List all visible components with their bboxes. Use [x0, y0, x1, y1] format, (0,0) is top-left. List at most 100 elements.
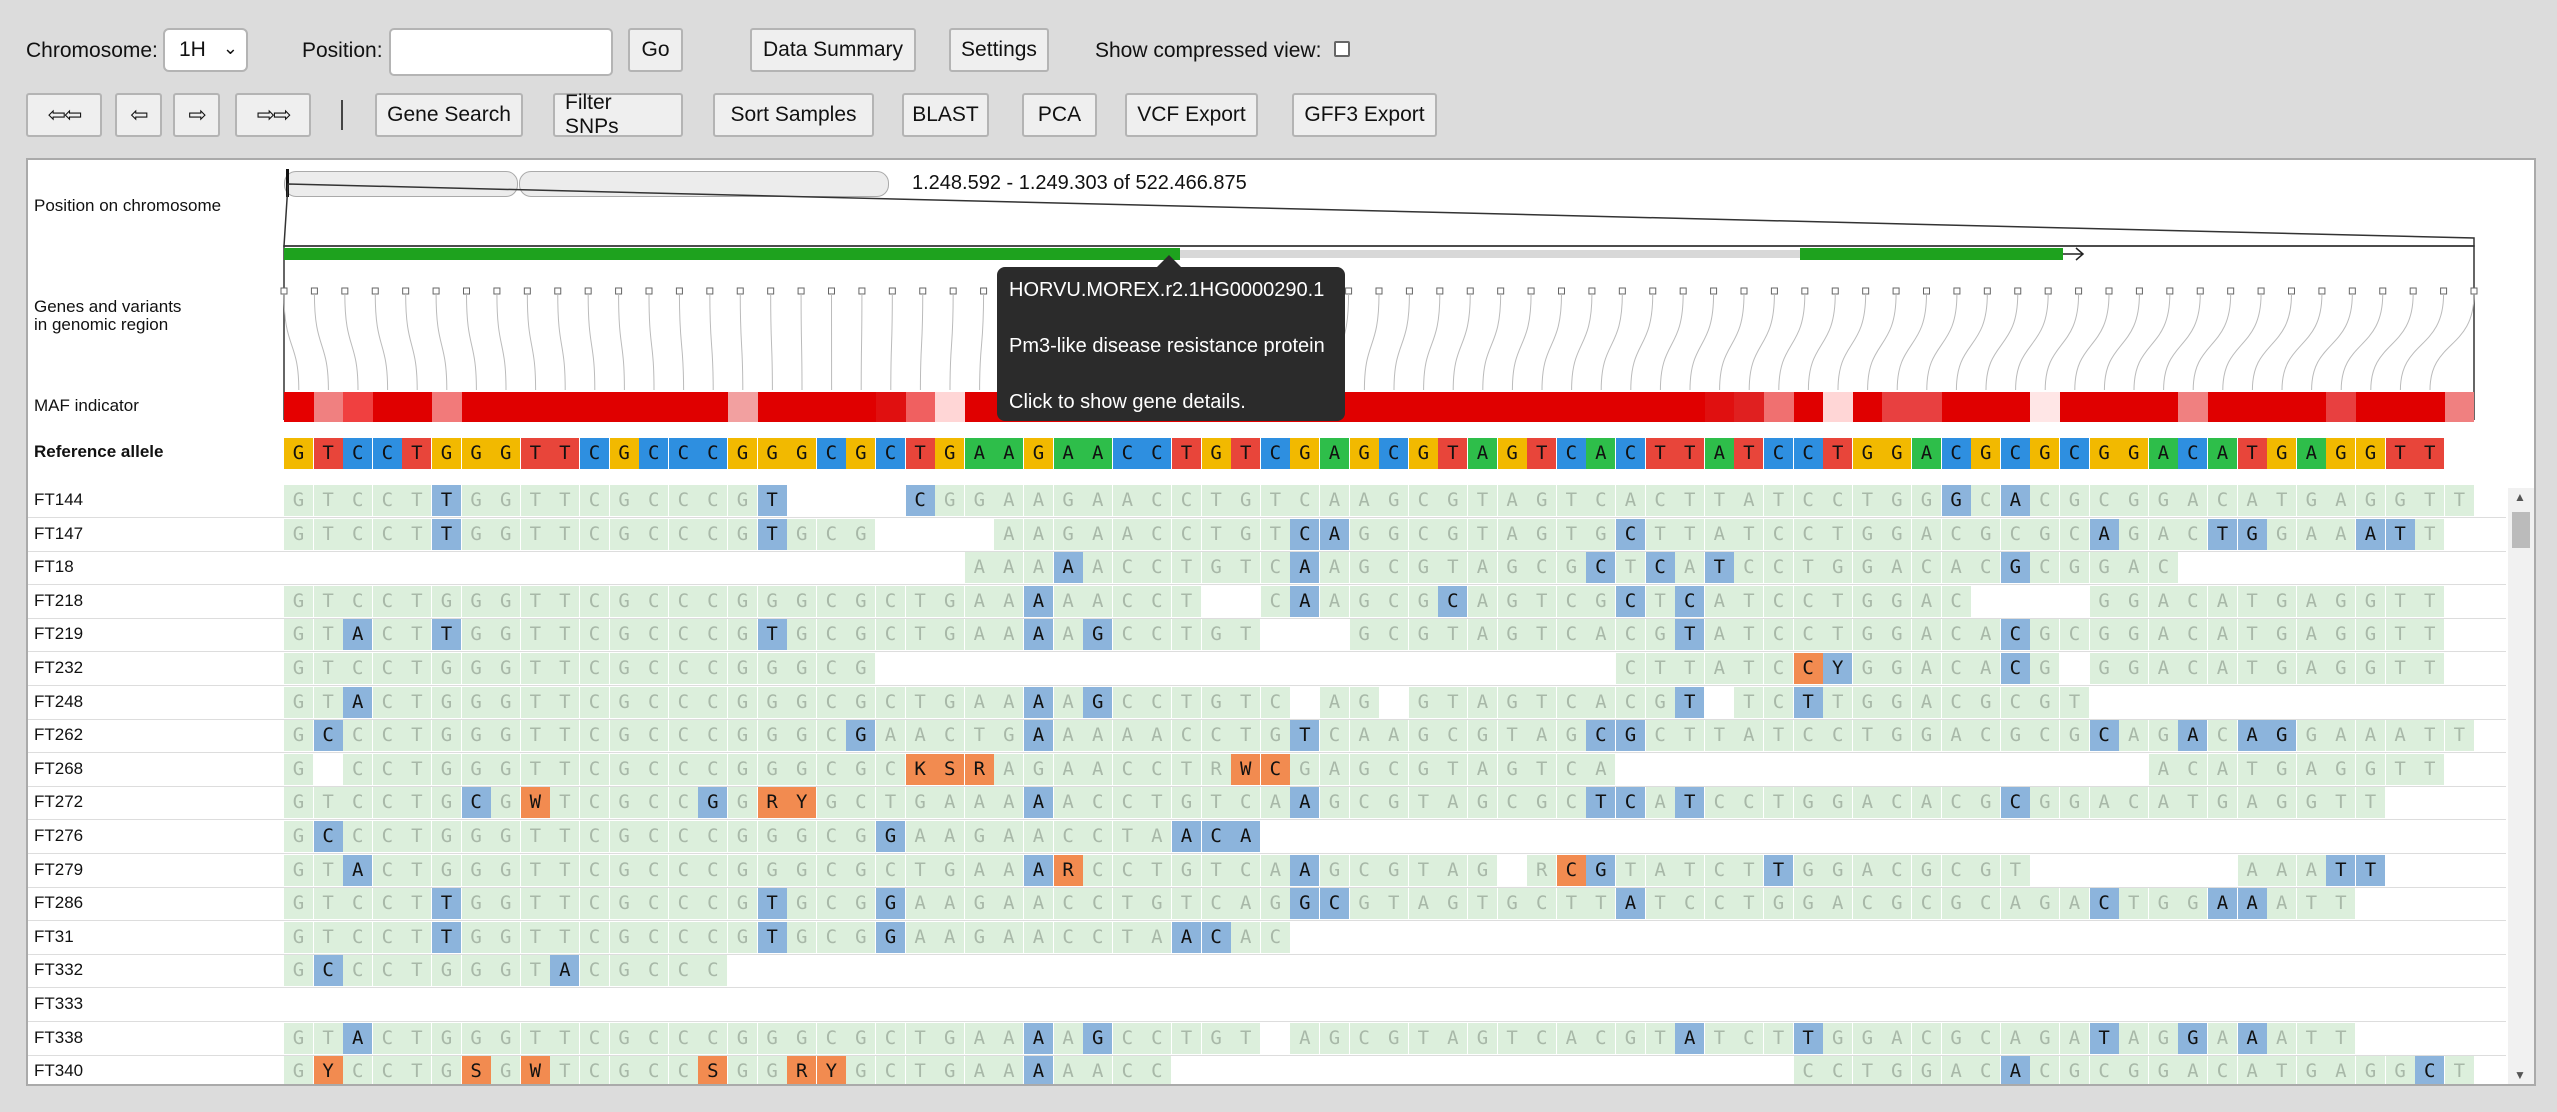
- sample-row[interactable]: FT340 G Y C C T G S G W T C G C C S G G R Y G C T G A A A A A C C C C T G G…: [28, 1055, 2506, 1084]
- sample-row[interactable]: FT219 G T A C T T G G T T C G C C C G T G C G C T G A A A A G C C T G T G C…: [28, 618, 2506, 653]
- variant-connector: [466, 293, 477, 391]
- chromosome-overview-bar-right[interactable]: [519, 171, 889, 197]
- sample-row[interactable]: FT338 G T A C T G G G T T C G C C C G G G C G C T G A A A A G C C T G T A G…: [28, 1022, 2506, 1056]
- nav-far-left-button[interactable]: ⇦⇦: [26, 93, 102, 137]
- sample-row[interactable]: FT333: [28, 988, 2506, 1022]
- reference-base: A: [2296, 438, 2326, 469]
- maf-cell: [728, 392, 758, 422]
- data-summary-button[interactable]: Data Summary: [750, 28, 916, 72]
- sample-base: C: [372, 1056, 402, 1084]
- sample-row[interactable]: FT144 G T C C T T G G T T C G C C C G T C G G A A G A A C C T G T C A A G C…: [28, 484, 2506, 518]
- compressed-view-checkbox[interactable]: [1334, 41, 1350, 57]
- blast-button[interactable]: BLAST: [902, 93, 989, 137]
- sample-base: T: [2296, 1022, 2326, 1054]
- sample-base: G: [846, 888, 876, 920]
- scrollbar-thumb[interactable]: [2512, 512, 2530, 548]
- sample-row[interactable]: FT272 G T C C T G C G W T C G C C G G R Y G C T G A A A A A C C T G T C A A…: [28, 786, 2506, 821]
- sample-row[interactable]: FT268 G C C T G G G T T C G C C C G G G C G C K S R A G A A C C T R W C G A…: [28, 753, 2506, 787]
- sample-base: T: [2385, 653, 2415, 684]
- vertical-scrollbar[interactable]: ▲ ▼: [2508, 488, 2534, 1084]
- sample-row[interactable]: FT279 G T A C T G G G T T C G C C C G G G C G C T G A A A R C C T G T C A A…: [28, 854, 2506, 888]
- position-input[interactable]: [389, 28, 613, 76]
- sample-row[interactable]: FT232 G T C C T G G G T T C G C C C G G G C G C T T A T C C Y G G A C A C G…: [28, 652, 2506, 686]
- gene-tooltip[interactable]: HORVU.MOREX.r2.1HG0000290.1 Pm3-like dis…: [997, 255, 1345, 421]
- sample-base: C: [1112, 585, 1142, 617]
- sample-base: C: [668, 518, 698, 550]
- nav-left-button[interactable]: ⇦: [115, 93, 162, 137]
- scroll-up-icon[interactable]: ▲: [2514, 490, 2526, 504]
- sample-base: G: [1349, 552, 1379, 584]
- sample-base: A: [2089, 787, 2119, 819]
- sample-base: T: [432, 888, 461, 920]
- settings-button[interactable]: Settings: [949, 28, 1049, 72]
- sample-base: A: [2237, 1022, 2267, 1054]
- sample-base: G: [609, 1022, 639, 1054]
- sample-base: C: [372, 753, 402, 785]
- vcf-export-button[interactable]: VCF Export: [1125, 93, 1258, 137]
- sample-base: G: [1556, 552, 1586, 584]
- sample-base: T: [313, 653, 343, 684]
- sample-row[interactable]: FT147 G T C C T T G G T T C G C C C G T G C G A A G A A C C T G T C A G G C…: [28, 518, 2506, 552]
- sample-base: C: [1823, 720, 1853, 752]
- maf-cell: [2060, 392, 2090, 422]
- sample-row[interactable]: FT286 G T C C T T G G T T C G C C C G T G C G G A A G A A C C T G T C A G G…: [28, 887, 2506, 922]
- gene-search-button[interactable]: Gene Search: [375, 93, 523, 137]
- sample-base: T: [313, 619, 343, 651]
- scroll-down-icon[interactable]: ▼: [2514, 1068, 2526, 1082]
- sample-base: G: [2148, 485, 2178, 516]
- variant-marker: [645, 287, 653, 295]
- sample-base: G: [491, 753, 521, 785]
- filter-snps-button[interactable]: Filter SNPs: [553, 91, 683, 138]
- sample-base: T: [1408, 1022, 1438, 1054]
- variant-connector: [557, 293, 566, 391]
- sample-row[interactable]: FT276 G C C C T G G G T T C G C C C G G G C G G A A G A A C C T A A C A: [28, 820, 2506, 854]
- maf-cell: [1556, 392, 1587, 422]
- nav-right-button[interactable]: ⇨: [173, 93, 220, 137]
- sample-base: C: [1201, 821, 1231, 852]
- sample-row[interactable]: FT31 G T C C T T G G T T C G C C C G T G C G G A A G A A C C T A A C A C: [28, 921, 2506, 955]
- reference-base: A: [1083, 438, 1113, 469]
- sample-base: A: [2119, 720, 2149, 752]
- sample-base: C: [2060, 619, 2089, 651]
- sample-base: A: [1172, 821, 1201, 852]
- reference-base: G: [609, 438, 639, 469]
- sample-row[interactable]: FT248 G T A C T G G G T T C G C C C G G G C G C T G A A A A G C C T G T C A…: [28, 686, 2506, 720]
- sample-row[interactable]: FT332 G C C C T G G G T A C G C C C: [28, 954, 2506, 989]
- sample-base: G: [964, 821, 994, 852]
- chromosome-select[interactable]: 1H ⌄: [163, 28, 248, 72]
- sample-base: C: [580, 485, 609, 516]
- variant-connector: [1896, 293, 1927, 391]
- sample-base: C: [1112, 619, 1142, 651]
- sample-base: C: [2030, 1056, 2060, 1084]
- sample-name: FT276: [34, 826, 84, 845]
- nav-far-right-button[interactable]: ⇨⇨: [235, 93, 311, 137]
- sample-row[interactable]: FT218 G T C C T G G G T T C G C C C G G G C G C T G A A A A A C C T C A A G…: [28, 585, 2506, 619]
- maf-cell: [639, 392, 669, 422]
- pca-button[interactable]: PCA: [1022, 93, 1097, 137]
- variant-marker: [1497, 287, 1505, 295]
- sample-base: T: [1852, 720, 1882, 752]
- variant-marker: [341, 287, 349, 295]
- sample-base: G: [1053, 485, 1083, 516]
- sample-row[interactable]: FT18 A A A A A C C T G T C A A G C G T A G C G C T C A T C C T G G A C A C G…: [28, 551, 2506, 586]
- sample-base: G: [609, 518, 639, 550]
- chromosome-position-marker[interactable]: [286, 169, 289, 197]
- sample-base: G: [609, 485, 639, 516]
- variant-marker: [2257, 287, 2265, 295]
- sample-base: A: [1882, 552, 1912, 584]
- sample-base: G: [1468, 720, 1497, 752]
- gff3-export-button[interactable]: GFF3 Export: [1292, 93, 1437, 137]
- sort-samples-button[interactable]: Sort Samples: [713, 93, 874, 137]
- sample-base: T: [402, 888, 432, 920]
- variant-marker: [463, 287, 470, 295]
- chromosome-overview-bar[interactable]: [284, 171, 518, 197]
- sample-base: C: [1408, 485, 1438, 516]
- sample-base: T: [550, 653, 580, 684]
- sample-row[interactable]: FT262 G C C C T G G G T T C G C C C G G G C G A A C T G A A A A A C C T G T…: [28, 719, 2506, 754]
- sample-base: G: [284, 518, 313, 550]
- sample-base: G: [1645, 619, 1675, 651]
- sample-base: C: [698, 720, 728, 752]
- maf-cell: [284, 392, 314, 422]
- go-button[interactable]: Go: [628, 28, 683, 72]
- sample-base: C: [1704, 787, 1734, 819]
